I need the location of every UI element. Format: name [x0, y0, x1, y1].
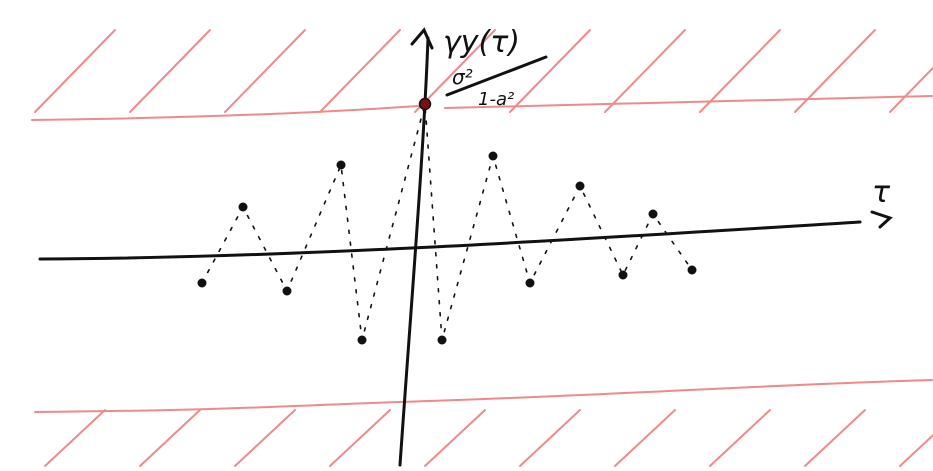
autocovariance-stems [201, 103, 693, 341]
peak-denominator: 1-a² [478, 89, 514, 110]
y-axis [398, 27, 434, 467]
hatch-line [509, 29, 591, 113]
point [618, 270, 628, 280]
point [197, 278, 207, 288]
fraction-bar [445, 55, 548, 97]
point [336, 160, 346, 170]
point [238, 202, 248, 212]
hatch-line [899, 433, 933, 467]
hatch-line [889, 66, 933, 113]
point [525, 278, 535, 288]
hatch-line [709, 409, 771, 467]
point [357, 335, 367, 345]
hatch-line [604, 29, 686, 113]
hatch-line [224, 29, 306, 113]
hatch-line [614, 409, 676, 467]
point [488, 151, 498, 161]
peak-numerator: σ² [452, 65, 473, 89]
hatch-line [234, 409, 296, 467]
hatch-line [329, 409, 391, 467]
hatch-line [414, 29, 496, 113]
y-axis-label: γy(τ) [443, 25, 520, 60]
x-axis [38, 210, 893, 261]
point [575, 181, 585, 191]
point [437, 335, 447, 345]
hatch-line [34, 29, 116, 113]
hatch-line [319, 29, 401, 113]
peak-point [418, 97, 432, 111]
hatch-line [129, 29, 211, 113]
point [648, 209, 658, 219]
x-axis-label: τ [872, 175, 891, 210]
lower-bound [34, 379, 933, 413]
point [282, 286, 292, 296]
hatch-line [804, 409, 866, 467]
hatch-line [424, 409, 486, 467]
hatch-line [699, 29, 781, 113]
hatch-line [44, 409, 106, 467]
hatch-line [139, 409, 201, 467]
point [687, 265, 697, 275]
autocovariance-points [197, 151, 697, 345]
bound-hatching [34, 29, 933, 467]
upper-bound [31, 95, 933, 121]
hatch-line [519, 409, 581, 467]
